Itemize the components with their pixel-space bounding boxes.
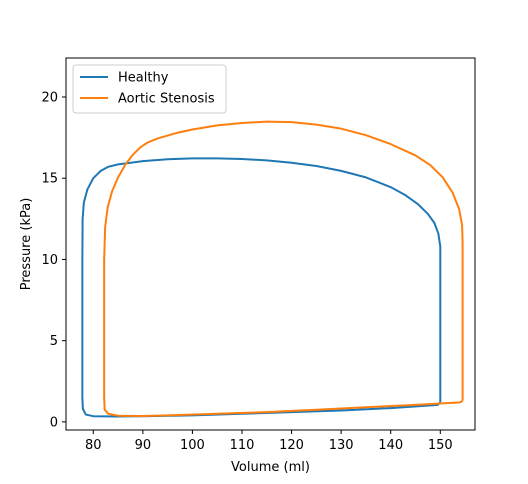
x-axis-ticks: 80 90 100 110 120 130 140 150 [85, 430, 453, 453]
legend: Healthy Aortic Stenosis [72, 64, 227, 114]
plot-area-frame [65, 57, 476, 431]
y-tick-label: 10 [41, 253, 58, 268]
x-tick-label: 100 [180, 438, 205, 453]
y-axis-ticks: 0 5 10 15 20 [41, 90, 66, 430]
y-axis-label: Pressure (kPa) [19, 198, 34, 291]
x-tick-label: 80 [85, 438, 102, 453]
legend-box [72, 64, 227, 114]
y-tick-label: 20 [41, 90, 58, 105]
x-tick-label: 90 [135, 438, 152, 453]
series-line-aortic-stenosis [103, 120, 464, 418]
x-axis-label: Volume (ml) [231, 460, 310, 475]
x-tick-label: 120 [279, 438, 304, 453]
x-tick-label: 130 [329, 438, 354, 453]
y-tick-label: 0 [50, 415, 58, 430]
x-tick-label: 110 [230, 438, 255, 453]
y-tick-label: 15 [41, 172, 58, 187]
y-tick-label: 5 [50, 334, 58, 349]
series-layer [81, 120, 464, 418]
legend-label-aortic-stenosis: Aortic Stenosis [118, 92, 215, 107]
x-tick-label: 140 [378, 438, 403, 453]
legend-label-healthy: Healthy [118, 71, 169, 86]
x-tick-label: 150 [428, 438, 453, 453]
